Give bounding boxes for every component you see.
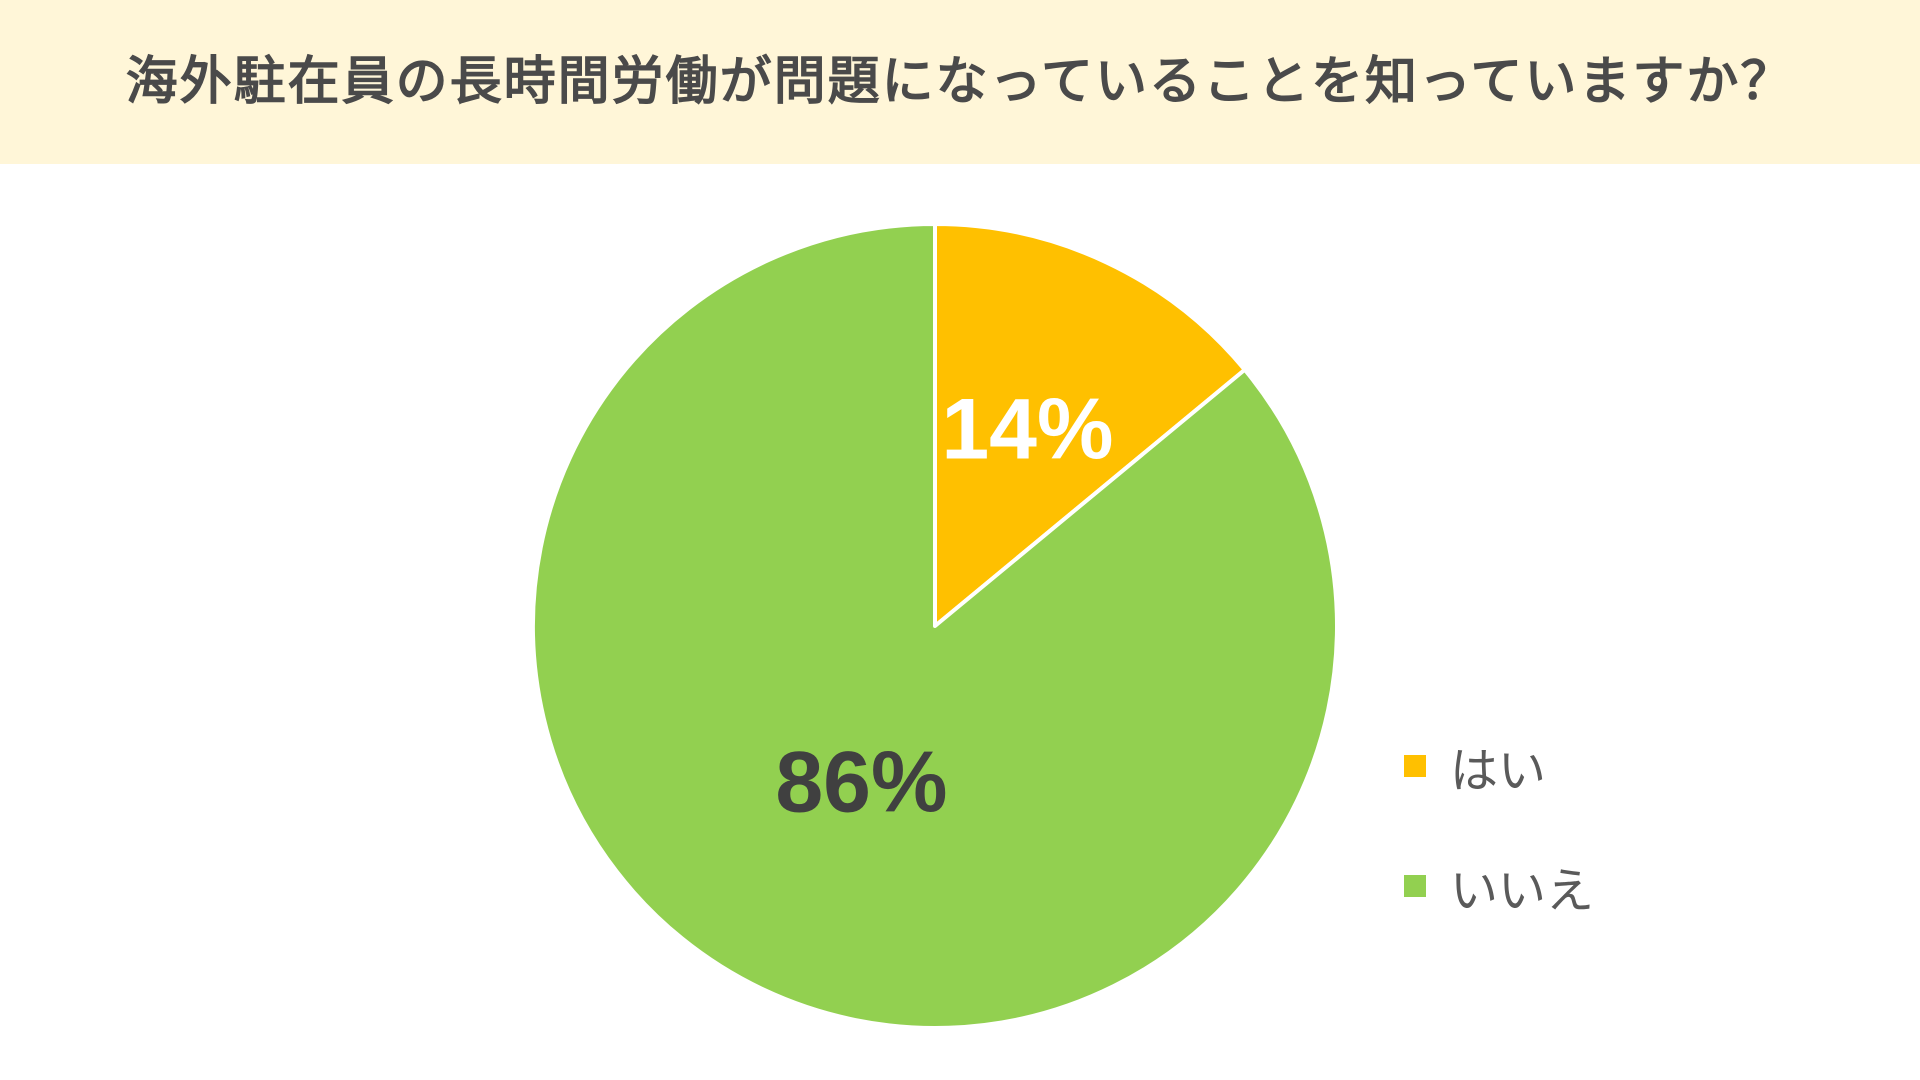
page-title: 海外駐在員の長時間労働が問題になっていることを知っていますか？ [125,52,1795,112]
pie-slice-yes [933,222,1247,628]
legend-label-no: いいえ [1450,863,1595,919]
pie-slice-no [531,222,1339,1030]
legend-swatch-no [1404,875,1426,897]
legend: はい いいえ [1404,735,1594,975]
pie-data-label-yes: 14% [941,382,1113,478]
legend-item-yes: はい [1404,735,1594,799]
legend-item-no: いいえ [1404,855,1594,919]
title-banner [0,0,1920,164]
legend-label-yes: はい [1450,743,1547,799]
legend-swatch-yes [1404,755,1426,777]
pie-data-label-no: 86% [775,734,947,830]
